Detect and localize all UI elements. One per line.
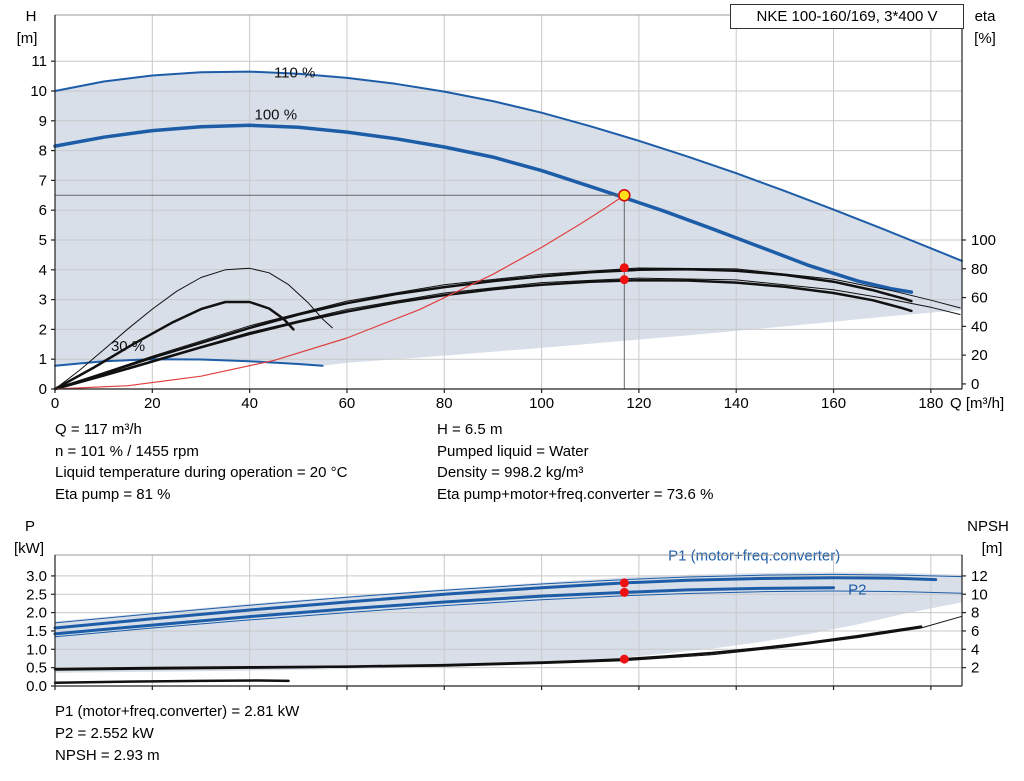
- info-eta-total: Eta pump+motor+freq.converter = 73.6 %: [437, 486, 714, 504]
- svg-text:[m]: [m]: [17, 30, 38, 47]
- svg-text:120: 120: [626, 395, 651, 412]
- svg-text:1.5: 1.5: [26, 623, 47, 640]
- svg-text:20: 20: [971, 347, 988, 364]
- svg-text:2: 2: [39, 321, 47, 338]
- svg-text:1.0: 1.0: [26, 641, 47, 658]
- svg-text:40: 40: [241, 395, 258, 412]
- head-flow-chart: 110 %100 %30 %0 20 40 60 80 100 120 140 160 18001…: [17, 8, 1005, 412]
- svg-text:[%]: [%]: [974, 30, 996, 47]
- svg-text:P: P: [25, 518, 35, 535]
- info-eta-pump: Eta pump = 81 %: [55, 486, 171, 504]
- power-info-column: P1 (motor+freq.converter) = 2.81 kW P2 =…: [55, 701, 299, 767]
- svg-text:5: 5: [39, 232, 47, 249]
- svg-text:8: 8: [971, 605, 979, 622]
- svg-text:10: 10: [971, 586, 988, 603]
- info-speed: n = 101 % / 1455 rpm: [55, 442, 199, 460]
- svg-text:100: 100: [971, 232, 996, 249]
- svg-text:10: 10: [30, 83, 47, 100]
- svg-text:100: 100: [529, 395, 554, 412]
- svg-text:11: 11: [31, 53, 47, 70]
- svg-text:6: 6: [971, 623, 979, 640]
- svg-text:Q [m³/h]: Q [m³/h]: [950, 395, 1004, 412]
- svg-text:NPSH: NPSH: [967, 518, 1009, 535]
- info-flow: Q = 117 m³/h: [55, 421, 142, 438]
- svg-text:0: 0: [51, 395, 59, 412]
- svg-text:8: 8: [39, 143, 47, 160]
- svg-text:12: 12: [971, 568, 988, 585]
- svg-text:H: H: [26, 8, 37, 25]
- info-npsh: NPSH = 2.93 m: [55, 747, 160, 764]
- svg-text:20: 20: [144, 395, 161, 412]
- svg-text:P1 (motor+freq.converter): P1 (motor+freq.converter): [668, 548, 840, 565]
- info-head: H = 6.5 m: [437, 421, 503, 438]
- duty-info-right-column: H = 6.5 m Pumped liquid = Water Density …: [437, 419, 713, 506]
- svg-text:eta: eta: [975, 8, 997, 25]
- svg-text:3: 3: [39, 292, 47, 309]
- power-npsh-chart: P1 (motor+freq.converter)P20.00.51.01.52…: [14, 518, 1009, 695]
- svg-text:4: 4: [39, 262, 47, 279]
- svg-text:140: 140: [724, 395, 749, 412]
- svg-text:0: 0: [971, 376, 979, 393]
- info-pumped-liquid: Pumped liquid = Water: [437, 442, 589, 460]
- svg-text:0.5: 0.5: [26, 660, 47, 677]
- svg-text:100 %: 100 %: [255, 106, 298, 123]
- pump-model-label: NKE 100-160/169, 3*400 V: [756, 8, 938, 25]
- svg-text:4: 4: [971, 641, 979, 658]
- svg-text:60: 60: [971, 290, 988, 307]
- svg-text:3.0: 3.0: [26, 568, 47, 585]
- svg-text:0.0: 0.0: [26, 678, 47, 695]
- svg-text:9: 9: [39, 113, 47, 130]
- svg-text:7: 7: [39, 172, 47, 189]
- info-density: Density = 998.2 kg/m³: [437, 464, 584, 482]
- svg-text:80: 80: [971, 261, 988, 278]
- info-p2: P2 = 2.552 kW: [55, 725, 154, 742]
- svg-text:160: 160: [821, 395, 846, 412]
- svg-text:2.0: 2.0: [26, 605, 47, 622]
- duty-info-left-column: Q = 117 m³/h n = 101 % / 1455 rpm Liquid…: [55, 419, 347, 506]
- info-liquid-temperature: Liquid temperature during operation = 20…: [55, 464, 348, 482]
- svg-text:[kW]: [kW]: [14, 540, 44, 557]
- svg-text:P2: P2: [848, 582, 866, 599]
- svg-text:30 %: 30 %: [111, 338, 145, 355]
- svg-text:180: 180: [918, 395, 943, 412]
- svg-text:6: 6: [39, 202, 47, 219]
- svg-text:2.5: 2.5: [26, 586, 47, 603]
- svg-text:40: 40: [971, 318, 988, 335]
- svg-text:0: 0: [39, 381, 47, 398]
- pump-model-box: NKE 100-160/169, 3*400 V: [730, 4, 964, 29]
- info-p1: P1 (motor+freq.converter) = 2.81 kW: [55, 703, 300, 720]
- svg-text:1: 1: [39, 351, 47, 368]
- svg-text:2: 2: [971, 660, 979, 677]
- svg-text:110 %: 110 %: [274, 65, 315, 82]
- svg-text:60: 60: [339, 395, 356, 412]
- svg-text:80: 80: [436, 395, 453, 412]
- svg-text:[m]: [m]: [982, 540, 1003, 557]
